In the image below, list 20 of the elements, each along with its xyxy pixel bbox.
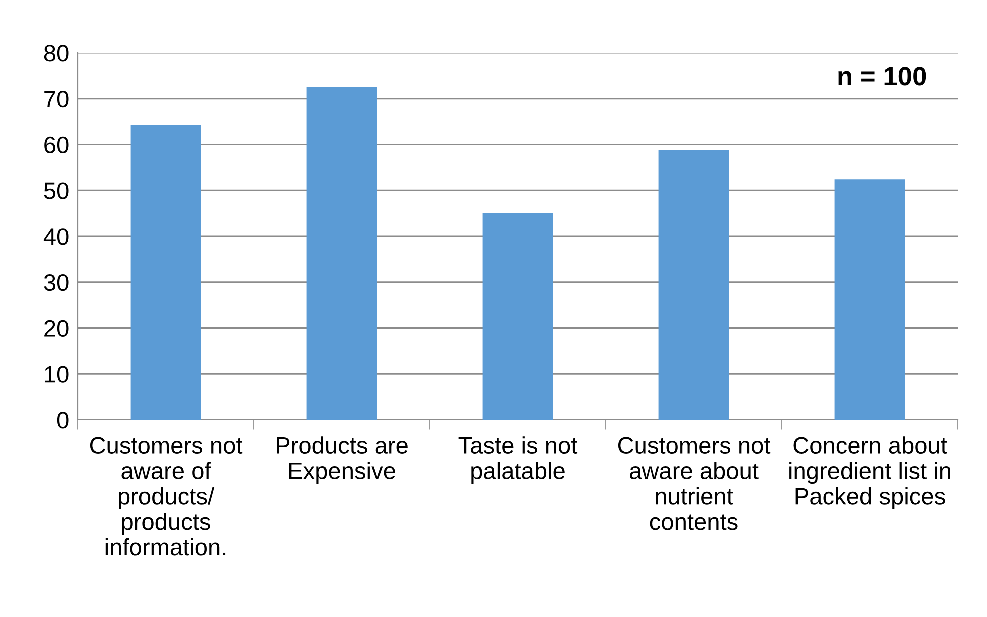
y-tick-label: 60 [44,136,69,154]
y-tick-label: 70 [44,90,69,108]
bar [482,213,554,420]
bar [130,125,202,420]
bar [306,87,378,420]
bar [658,150,730,420]
y-tick-label: 50 [44,182,69,200]
y-tick-label: 10 [45,366,69,383]
x-tick-label: Customers not aware of products/ products information. [90,437,243,556]
y-tick-label: 20 [44,320,69,338]
x-tick-label: Products are Expensive [277,436,408,484]
annotation: n = 100 [838,67,926,86]
x-tick-label: Taste is not palatable [458,436,578,484]
y-tick-label: 80 [44,45,69,62]
y-tick-label: 40 [44,228,69,246]
x-tick-label: Customers not aware about nutrient contents [618,437,771,530]
y-tick-label: 0 [57,412,69,429]
bar [834,180,906,420]
x-tick-label: Concern about ingredient list in Packed spices [790,436,950,510]
y-tick-label: 30 [44,274,69,292]
